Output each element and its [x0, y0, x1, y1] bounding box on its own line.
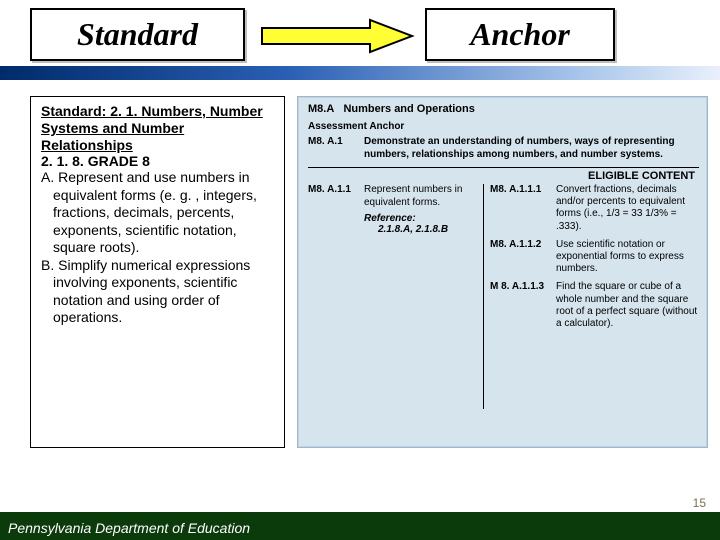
dr-row-1: M8. A.1.1.1 Convert fractions, decimals … [490, 184, 699, 233]
title-anchor-text: Anchor [470, 16, 570, 52]
title-standard-text: Standard [77, 16, 198, 52]
anchor-desc: Demonstrate an understanding of numbers,… [364, 136, 699, 161]
footer-text: Pennsylvania Department of Education [8, 520, 250, 536]
dr-row-2: M8. A.1.1.2 Use scientific notation or e… [490, 239, 699, 276]
dr1-desc: Convert fractions, decimals and/or perce… [556, 184, 699, 233]
descriptor-table: M8. A.1.1 Represent numbers in equivalen… [308, 184, 699, 409]
header-divider [0, 66, 720, 80]
header: Standard Anchor [0, 0, 720, 85]
anchor-heading-text: Numbers and Operations [343, 103, 474, 115]
standard-heading-text: Standard: 2. 1. Numbers, Number Systems … [41, 103, 263, 153]
standard-heading: Standard: 2. 1. Numbers, Number Systems … [41, 103, 274, 153]
eligible-content-title: ELIGIBLE CONTENT [308, 170, 695, 182]
item-b: B. Simplify numerical expressions involv… [41, 257, 274, 327]
item-a: A. Represent and use numbers in equivale… [41, 169, 274, 257]
dl-desc: Represent numbers in equivalent forms. [364, 184, 477, 209]
anchor-heading-code: M8.A [308, 103, 334, 115]
assessment-anchor-label: Assessment Anchor [308, 121, 699, 132]
descriptor-right-col: M8. A.1.1.1 Convert fractions, decimals … [484, 184, 699, 409]
main-content: Standard: 2. 1. Numbers, Number Systems … [30, 96, 708, 448]
anchor-row: M8. A.1 Demonstrate an understanding of … [308, 136, 699, 161]
arrow-icon [260, 18, 415, 54]
standard-panel: Standard: 2. 1. Numbers, Number Systems … [30, 96, 285, 448]
grade-line: 2. 1. 8. GRADE 8 [41, 153, 274, 169]
descriptor-left-col: M8. A.1.1 Represent numbers in equivalen… [308, 184, 483, 409]
anchor-panel: M8.A Numbers and Operations Assessment A… [297, 96, 708, 448]
reference-value: 2.1.8.A, 2.1.8.B [378, 224, 477, 235]
dr2-desc: Use scientific notation or exponential f… [556, 239, 699, 276]
dr-row-3: M 8. A.1.1.3 Find the square or cube of … [490, 281, 699, 330]
page-number: 15 [693, 496, 706, 510]
footer-bar: Pennsylvania Department of Education [0, 512, 720, 540]
dr1-code: M8. A.1.1.1 [490, 184, 552, 233]
divider-line [308, 167, 699, 168]
title-box-anchor: Anchor [425, 8, 615, 61]
anchor-heading: M8.A Numbers and Operations [308, 103, 699, 115]
dr3-desc: Find the square or cube of a whole numbe… [556, 281, 699, 330]
dr3-code: M 8. A.1.1.3 [490, 281, 552, 330]
title-box-standard: Standard [30, 8, 245, 61]
dl-code: M8. A.1.1 [308, 184, 360, 209]
anchor-code: M8. A.1 [308, 136, 358, 161]
dr2-code: M8. A.1.1.2 [490, 239, 552, 276]
descriptor-left-row: M8. A.1.1 Represent numbers in equivalen… [308, 184, 477, 209]
reference-label: Reference: [364, 213, 477, 224]
